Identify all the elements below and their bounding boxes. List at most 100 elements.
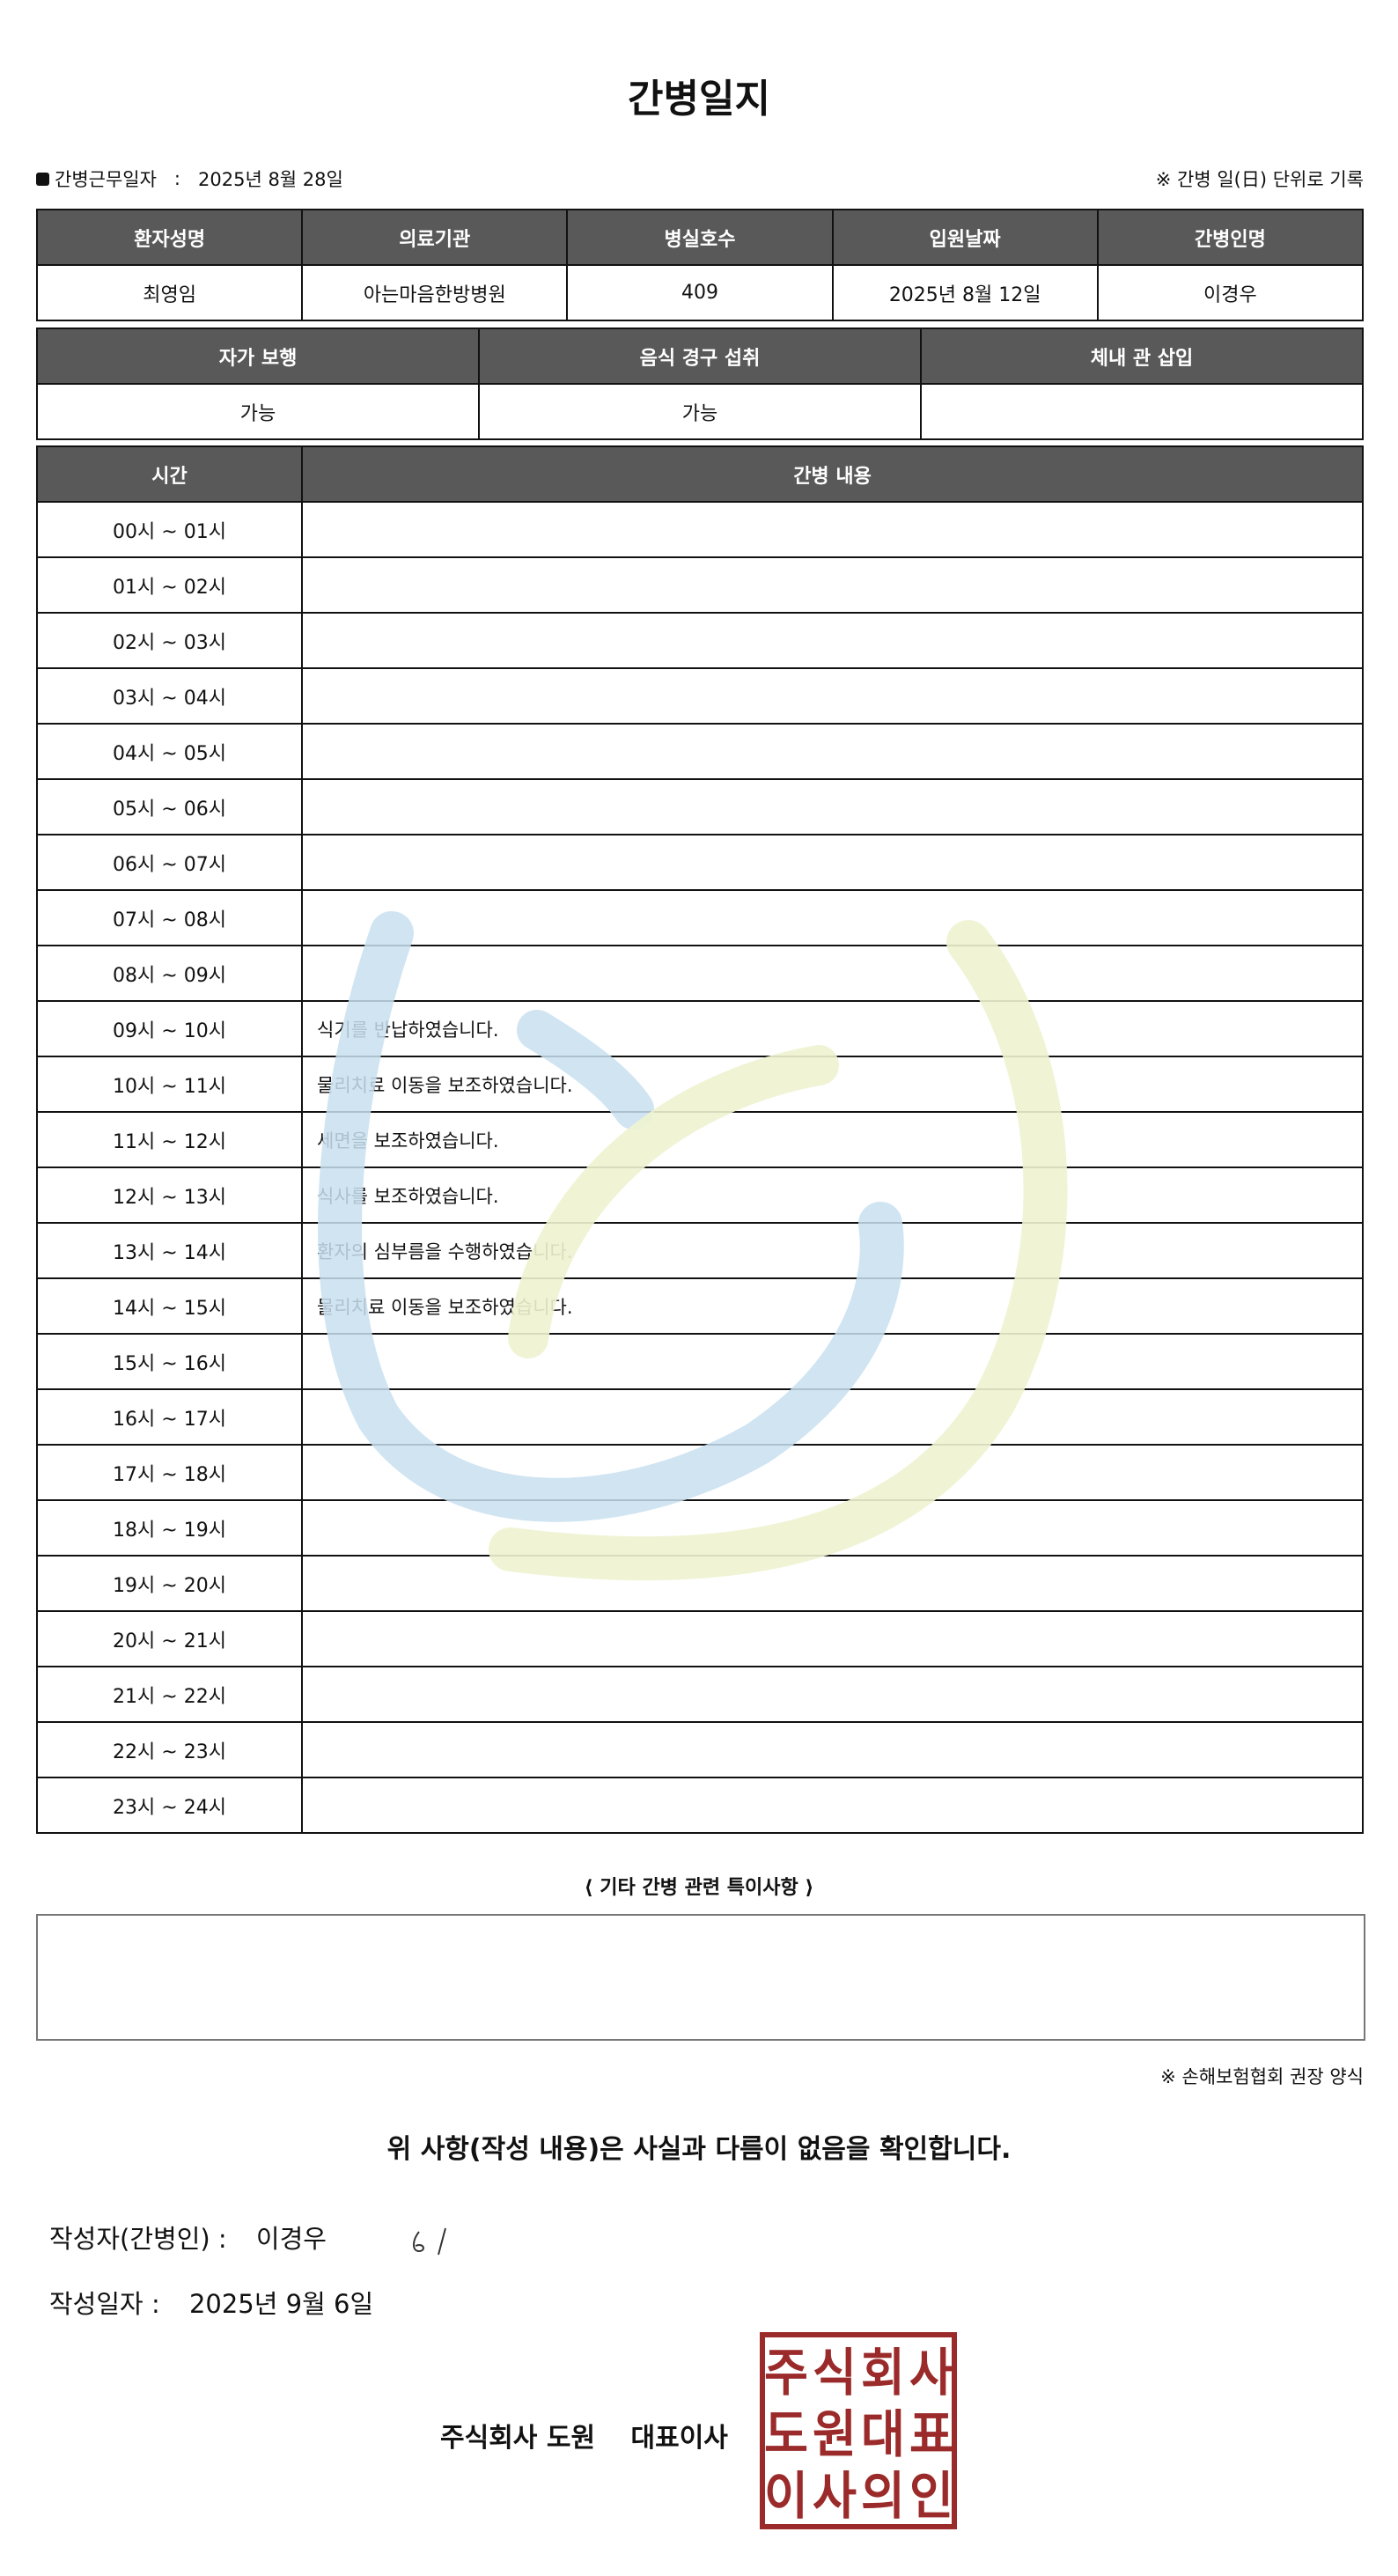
time-cell: 12시 ~ 13시 <box>36 1167 303 1224</box>
time-cell: 18시 ~ 19시 <box>36 1499 303 1557</box>
seal-glyph: 이 <box>764 2466 808 2526</box>
seal-glyph: 식 <box>813 2343 857 2403</box>
status-value <box>920 383 1364 440</box>
time-cell: 08시 ~ 09시 <box>36 945 303 1002</box>
company-name: 주식회사 도원 <box>440 2423 596 2454</box>
time-cell: 02시 ~ 03시 <box>36 612 303 669</box>
seal-glyph: 표 <box>909 2404 953 2464</box>
seal-glyph: 회 <box>861 2343 905 2403</box>
info-header: 병실호수 <box>566 209 834 266</box>
notes-box <box>36 1914 1365 2041</box>
table-row: 06시 ~ 07시 <box>36 834 1364 891</box>
time-cell: 19시 ~ 20시 <box>36 1555 303 1612</box>
content-cell <box>301 945 1364 1002</box>
confirmation-statement: 위 사항(작성 내용)은 사실과 다름이 없음을 확인합니다. <box>386 2134 1012 2165</box>
bullet-square-icon <box>36 172 49 186</box>
content-cell <box>301 612 1364 669</box>
content-cell: 물리치료 이동을 보조하였습니다. <box>301 1056 1364 1113</box>
info-value: 이경우 <box>1096 264 1365 321</box>
table-row: 10시 ~ 11시 물리치료 이동을 보조하였습니다. <box>36 1056 1364 1113</box>
table-row: 21시 ~ 22시 <box>36 1666 1364 1723</box>
table-row: 11시 ~ 12시 세면을 보조하였습니다. <box>36 1111 1364 1168</box>
time-cell: 17시 ~ 18시 <box>36 1444 303 1501</box>
table-row: 19시 ~ 20시 <box>36 1555 1364 1612</box>
time-cell: 04시 ~ 05시 <box>36 723 303 780</box>
content-cell <box>301 1610 1364 1667</box>
page-title: 간병일지 <box>628 77 770 121</box>
seal-glyph: 도 <box>764 2404 808 2464</box>
written-date: 작성일자 : 2025년 9월 6일 <box>49 2284 373 2321</box>
seal-glyph: 사 <box>909 2343 953 2403</box>
company-seal: 주 식 회 사도 원 대 표이 사 의 인 <box>760 2332 957 2529</box>
info-header: 의료기관 <box>301 209 569 266</box>
patient-status-table: 자가 보행 음식 경구 섭취 체내 관 삽입 가능 가능 <box>36 328 1364 440</box>
content-cell <box>301 667 1364 725</box>
work-date-separator: : <box>173 168 180 189</box>
content-cell: 물리치료 이동을 보조하였습니다. <box>301 1277 1364 1335</box>
time-cell: 10시 ~ 11시 <box>36 1056 303 1113</box>
status-header: 체내 관 삽입 <box>920 328 1364 385</box>
table-row: 03시 ~ 04시 <box>36 667 1364 725</box>
table-row: 01시 ~ 02시 <box>36 556 1364 614</box>
time-cell: 13시 ~ 14시 <box>36 1222 303 1279</box>
time-cell: 06시 ~ 07시 <box>36 834 303 891</box>
time-header: 시간 <box>36 445 303 503</box>
status-header: 음식 경구 섭취 <box>478 328 922 385</box>
time-cell: 20시 ~ 21시 <box>36 1610 303 1667</box>
status-value: 가능 <box>478 383 922 440</box>
content-cell: 환자의 심부름을 수행하였습니다. <box>301 1222 1364 1279</box>
table-row: 17시 ~ 18시 <box>36 1444 1364 1501</box>
info-header: 간병인명 <box>1096 209 1365 266</box>
company-title: 대표이사 <box>630 2423 728 2454</box>
content-cell <box>301 1388 1364 1446</box>
time-cell: 22시 ~ 23시 <box>36 1721 303 1778</box>
time-cell: 07시 ~ 08시 <box>36 889 303 946</box>
info-value: 최영임 <box>35 264 304 321</box>
writer-label: 작성자(간병인) : <box>49 2224 227 2254</box>
table-row: 18시 ~ 19시 <box>36 1499 1364 1557</box>
content-cell <box>301 1333 1364 1390</box>
table-row: 22시 ~ 23시 <box>36 1721 1364 1778</box>
content-cell <box>301 1721 1364 1778</box>
info-header: 입원날짜 <box>831 209 1099 266</box>
table-row: 15시 ~ 16시 <box>36 1333 1364 1390</box>
signature <box>413 2227 447 2256</box>
time-cell: 01시 ~ 02시 <box>36 556 303 614</box>
content-cell <box>301 778 1364 835</box>
time-cell: 23시 ~ 24시 <box>36 1777 303 1834</box>
content-cell <box>301 834 1364 891</box>
table-row: 16시 ~ 17시 <box>36 1388 1364 1446</box>
writer-line: 작성자(간병인) : 이경우 <box>49 2219 467 2258</box>
seal-glyph: 대 <box>861 2404 905 2464</box>
content-cell <box>301 501 1364 558</box>
time-cell: 00시 ~ 01시 <box>36 501 303 558</box>
content-cell: 식사를 보조하였습니다. <box>301 1167 1364 1224</box>
content-cell <box>301 889 1364 946</box>
time-cell: 09시 ~ 10시 <box>36 1000 303 1057</box>
time-cell: 16시 ~ 17시 <box>36 1388 303 1446</box>
unit-note: ※ 간병 일(日) 단위로 기록 <box>1155 169 1364 190</box>
seal-glyph: 주 <box>764 2343 808 2403</box>
content-header: 간병 내용 <box>301 445 1364 503</box>
content-cell: 식기를 반납하였습니다. <box>301 1000 1364 1057</box>
time-cell: 11시 ~ 12시 <box>36 1111 303 1168</box>
care-log-table: 시간 간병 내용 00시 ~ 01시 01시 ~ 02시 02시 ~ 03시 03시 … <box>36 445 1364 1834</box>
written-date-label: 작성일자 : <box>49 2289 160 2319</box>
content-cell <box>301 1777 1364 1834</box>
notes-title: ⟨ 기타 간병 관련 특이사항 ⟩ <box>584 1877 814 1899</box>
status-value: 가능 <box>36 383 480 440</box>
seal-glyph: 인 <box>909 2466 953 2526</box>
time-cell: 03시 ~ 04시 <box>36 667 303 725</box>
info-value: 2025년 8월 12일 <box>831 264 1099 321</box>
content-cell <box>301 1666 1364 1723</box>
content-cell: 세면을 보조하였습니다. <box>301 1111 1364 1168</box>
time-cell: 05시 ~ 06시 <box>36 778 303 835</box>
time-cell: 14시 ~ 15시 <box>36 1277 303 1335</box>
seal-glyph: 사 <box>813 2466 857 2526</box>
table-row: 20시 ~ 21시 <box>36 1610 1364 1667</box>
seal-glyph: 원 <box>813 2404 857 2464</box>
table-row: 14시 ~ 15시 물리치료 이동을 보조하였습니다. <box>36 1277 1364 1335</box>
table-row: 00시 ~ 01시 <box>36 501 1364 558</box>
seal-glyph: 의 <box>861 2466 905 2526</box>
table-row: 09시 ~ 10시 식기를 반납하였습니다. <box>36 1000 1364 1057</box>
